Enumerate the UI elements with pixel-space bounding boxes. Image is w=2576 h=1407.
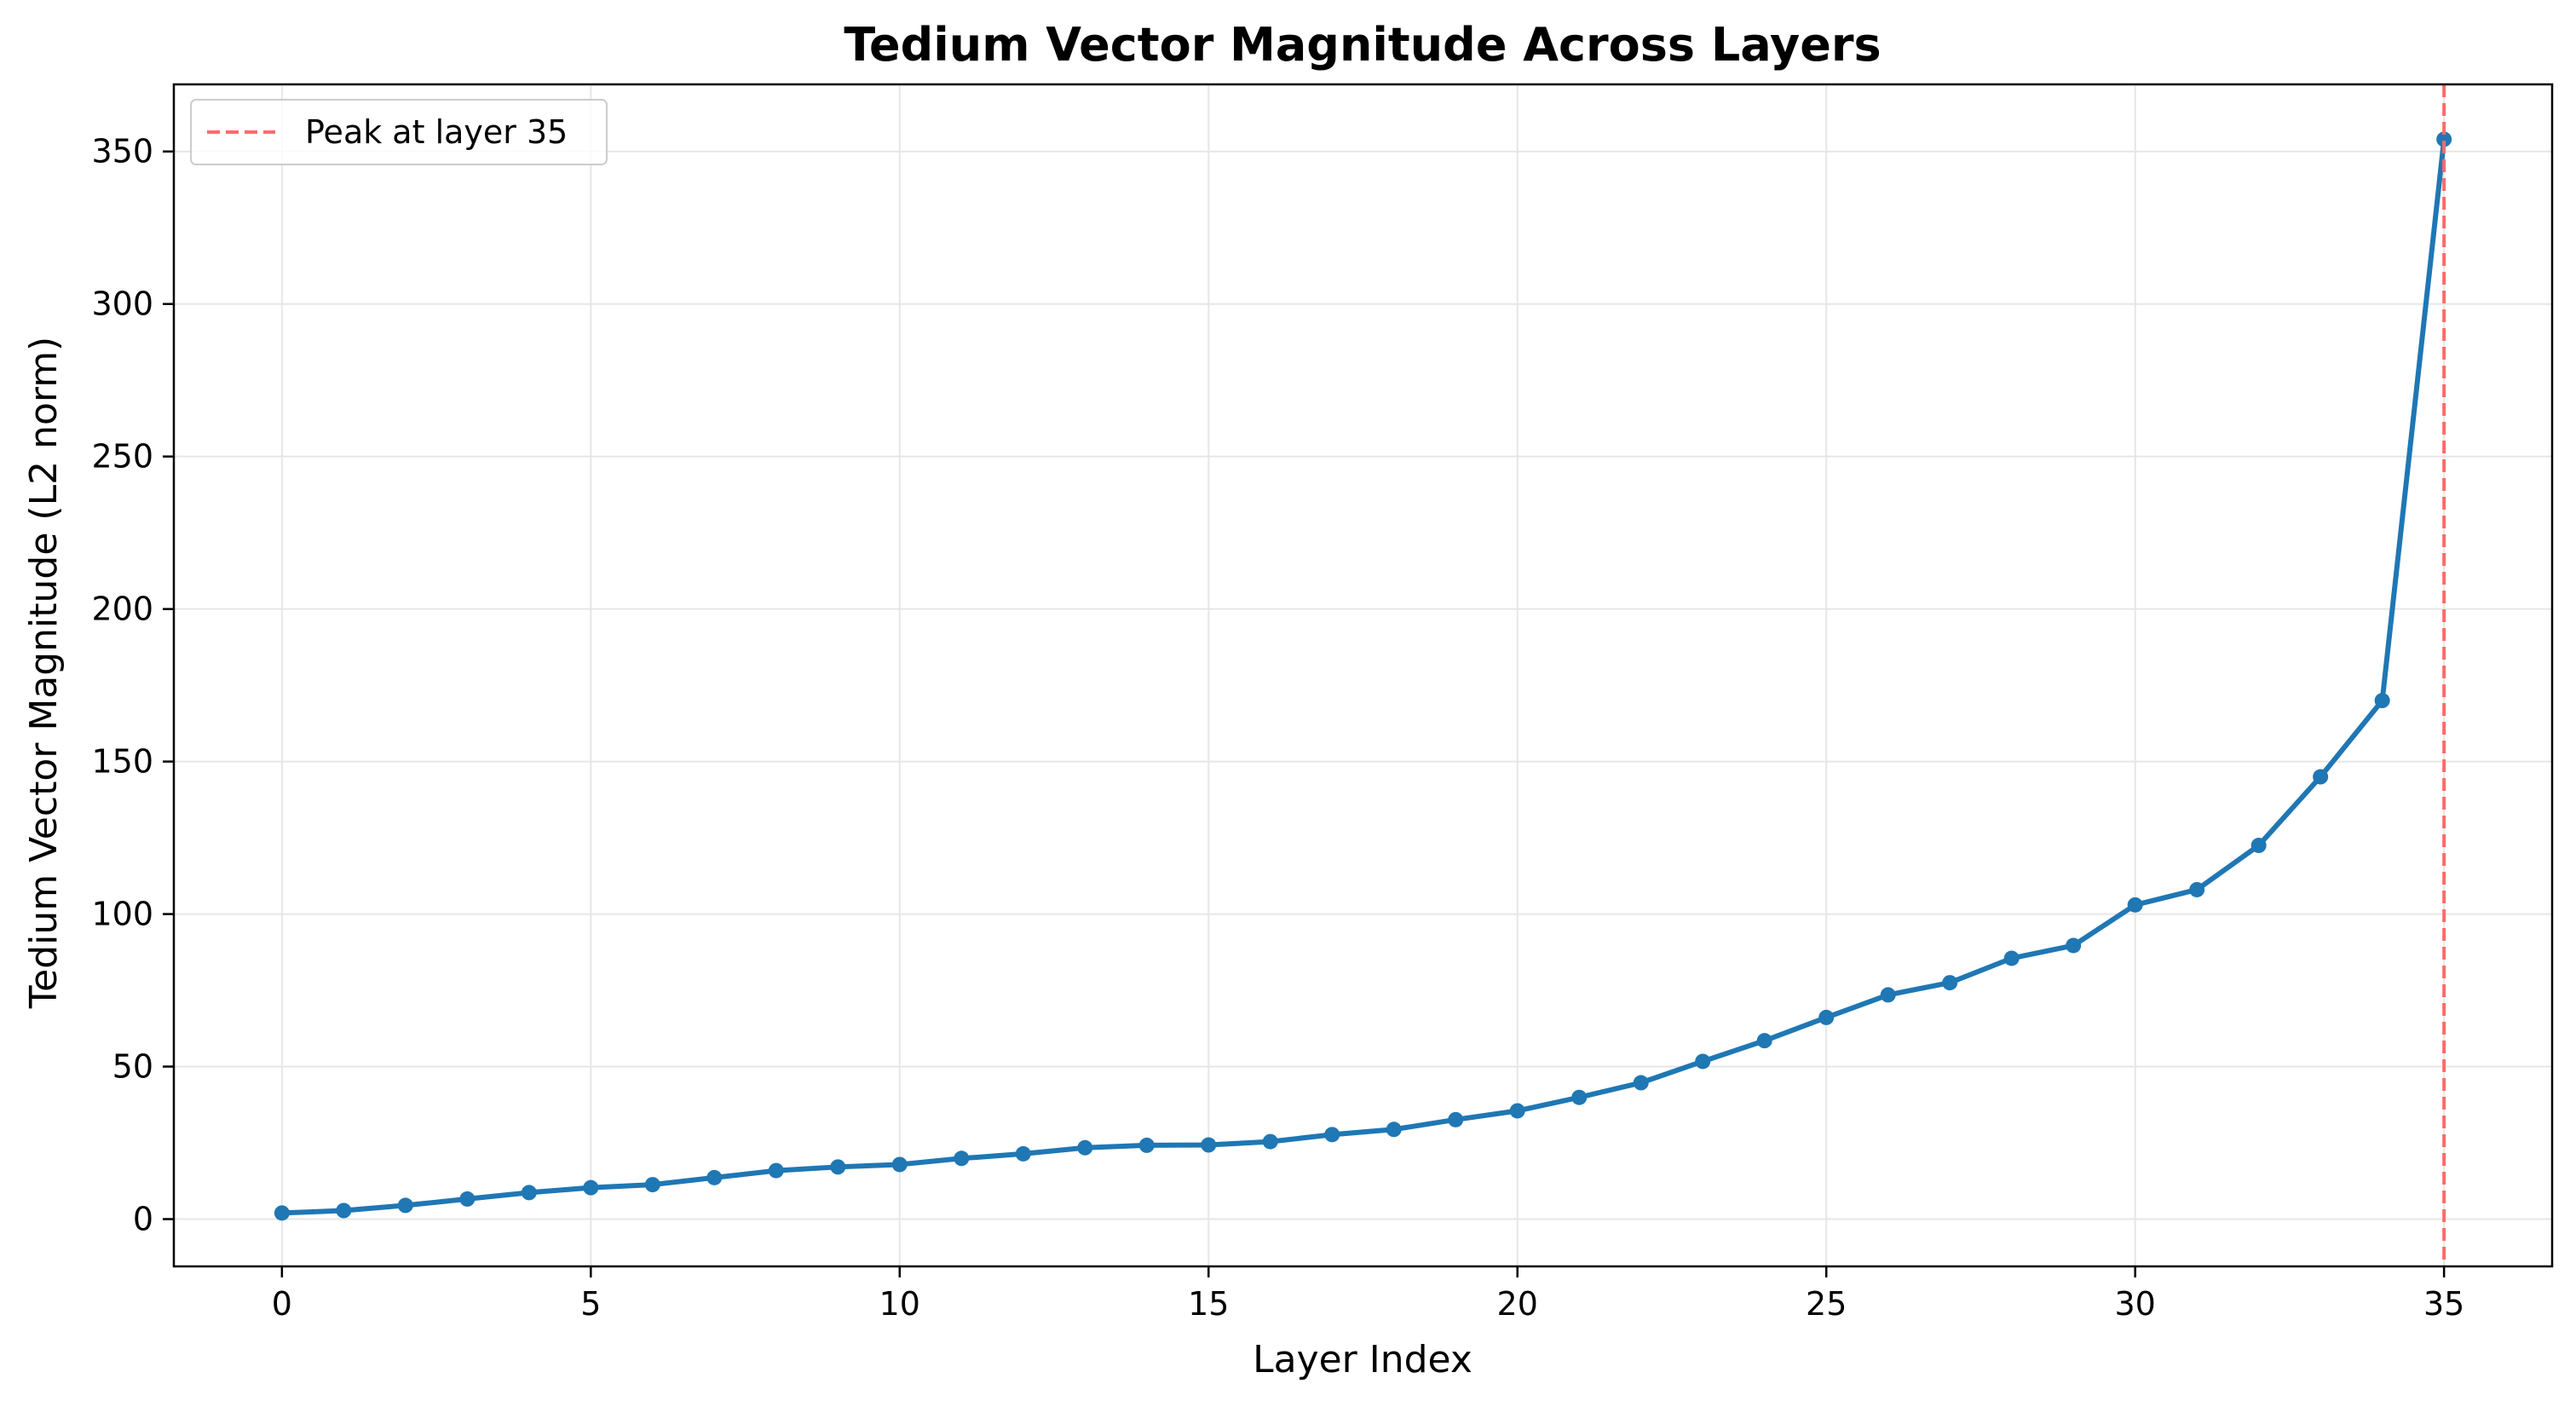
data-point bbox=[644, 1177, 660, 1193]
x-tick-label: 30 bbox=[2114, 1285, 2155, 1323]
x-tick-label: 5 bbox=[580, 1285, 601, 1323]
data-point bbox=[1818, 1009, 1835, 1025]
data-point bbox=[2003, 950, 2020, 966]
grid bbox=[174, 84, 2552, 1266]
data-point bbox=[954, 1150, 970, 1167]
data-point bbox=[1880, 987, 1896, 1003]
y-tick-label: 350 bbox=[91, 133, 153, 170]
legend-frame bbox=[190, 99, 608, 165]
x-tick-label: 0 bbox=[272, 1285, 292, 1323]
data-point bbox=[2250, 838, 2267, 854]
plot-frame bbox=[172, 83, 2554, 1268]
y-tick-label: 150 bbox=[91, 743, 153, 781]
data-point bbox=[1571, 1089, 1588, 1105]
data-point bbox=[706, 1169, 723, 1185]
plot-area bbox=[274, 84, 2452, 1266]
data-point bbox=[1942, 975, 1958, 991]
series-line bbox=[279, 136, 2447, 1216]
data-point bbox=[1324, 1127, 1340, 1143]
data-point bbox=[1448, 1111, 1464, 1127]
legend: Peak at layer 35 bbox=[190, 99, 608, 165]
data-point bbox=[1695, 1053, 1711, 1070]
data-point bbox=[2127, 897, 2143, 913]
data-point bbox=[1633, 1075, 1649, 1091]
x-tick-label: 25 bbox=[1806, 1285, 1847, 1323]
chart-title: Tedium Vector Magnitude Across Layers bbox=[844, 18, 1881, 72]
data-point bbox=[336, 1202, 352, 1219]
y-tick-label: 50 bbox=[112, 1048, 153, 1086]
data-point bbox=[1386, 1122, 1402, 1138]
x-tick-label: 10 bbox=[879, 1285, 920, 1323]
y-tick-label: 200 bbox=[91, 591, 153, 628]
x-tick-label: 15 bbox=[1188, 1285, 1229, 1323]
data-point bbox=[459, 1191, 475, 1207]
x-tick-label: 35 bbox=[2423, 1285, 2464, 1323]
y-tick-label: 250 bbox=[91, 438, 153, 476]
data-point bbox=[2189, 881, 2205, 897]
data-point bbox=[768, 1162, 784, 1179]
data-point bbox=[583, 1179, 599, 1196]
y-tick-label: 0 bbox=[133, 1201, 153, 1238]
data-point bbox=[2374, 693, 2390, 709]
data-point bbox=[1756, 1033, 1772, 1049]
data-point bbox=[1262, 1133, 1278, 1150]
data-point bbox=[1201, 1137, 1217, 1153]
data-point bbox=[1077, 1139, 1093, 1156]
legend-label: Peak at layer 35 bbox=[305, 113, 568, 151]
data-point bbox=[1509, 1103, 1525, 1119]
data-point bbox=[830, 1159, 846, 1175]
data-point bbox=[397, 1197, 413, 1214]
data-point bbox=[2436, 131, 2452, 147]
data-point bbox=[1138, 1137, 1155, 1153]
data-point bbox=[891, 1156, 908, 1173]
y-tick-label: 300 bbox=[91, 285, 153, 323]
data-point bbox=[1015, 1145, 1031, 1162]
x-tick-label: 20 bbox=[1497, 1285, 1538, 1323]
data-point bbox=[274, 1205, 290, 1221]
x-axis-title: Layer Index bbox=[1253, 1338, 1472, 1381]
y-axis-title: Tedium Vector Magnitude (L2 norm) bbox=[22, 337, 66, 1009]
data-point bbox=[2066, 937, 2082, 954]
y-tick-label: 100 bbox=[91, 896, 153, 933]
data-point bbox=[2313, 769, 2329, 785]
data-point bbox=[521, 1185, 537, 1201]
